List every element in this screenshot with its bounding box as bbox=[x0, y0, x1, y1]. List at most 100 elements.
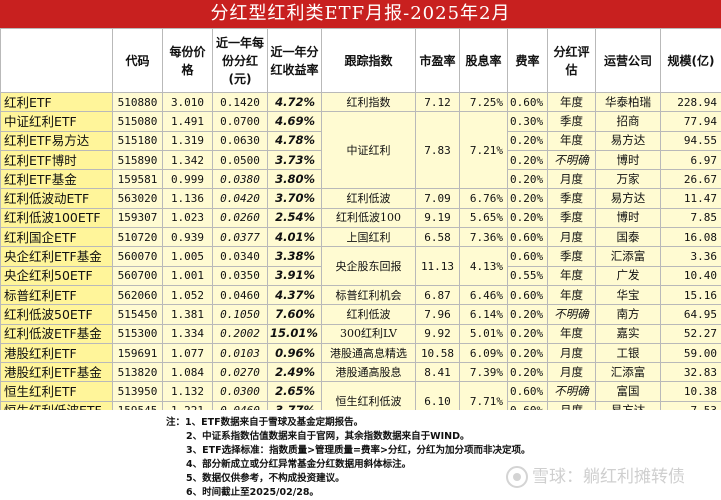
fund-code: 513950 bbox=[112, 381, 163, 402]
snowball-logo-icon bbox=[506, 466, 528, 488]
table-row: 红利ETF 510880 3.010 0.1420 4.72% 红利指数 7.12 7.25%… bbox=[0, 91, 721, 113]
dividend-eval: 月度 bbox=[547, 342, 596, 364]
annual-dividend: 0.0340 bbox=[212, 246, 268, 267]
annual-dividend: 0.0380 bbox=[212, 169, 268, 190]
fund-code: 159691 bbox=[112, 342, 163, 364]
header-cell: 费率 bbox=[507, 28, 548, 93]
fee-rate: 0.20% bbox=[507, 130, 548, 151]
dividend-rate: 7.39% bbox=[459, 362, 508, 383]
fund-scale: 15.16 bbox=[660, 284, 721, 306]
fee-rate: 0.30% bbox=[507, 111, 548, 132]
unit-price: 1.381 bbox=[162, 304, 213, 325]
fund-code: 515450 bbox=[112, 304, 163, 325]
fund-name: 红利低波50ETF bbox=[0, 304, 113, 325]
dividend-rate: 6.76% bbox=[459, 188, 508, 209]
dividend-eval: 不明确 bbox=[547, 381, 596, 402]
fund-scale: 16.08 bbox=[660, 227, 721, 248]
fund-name: 央企红利ETF基金 bbox=[0, 246, 113, 267]
tracking-index: 港股通高股息 bbox=[321, 362, 416, 383]
fund-company: 博时 bbox=[595, 207, 661, 229]
fund-code: 159307 bbox=[112, 207, 163, 229]
fee-rate: 0.20% bbox=[507, 304, 548, 325]
annual-dividend: 0.0630 bbox=[212, 130, 268, 151]
fund-scale: 52.27 bbox=[660, 323, 721, 344]
table-row: 中证红利ETF 515080 1.491 0.0700 4.69% 中证红利 7.83 7.2… bbox=[0, 111, 721, 190]
watermark-text: 雪球：躺红利摊转债 bbox=[532, 467, 685, 487]
unit-price: 1.132 bbox=[162, 381, 213, 402]
pe-ratio: 8.41 bbox=[415, 362, 460, 383]
dividend-eval: 季度 bbox=[547, 246, 596, 267]
fund-scale: 3.36 bbox=[660, 246, 721, 267]
dividend-eval: 年度 bbox=[547, 130, 596, 151]
annual-dividend: 0.2002 bbox=[212, 323, 268, 344]
dividend-yield: 4.72% bbox=[267, 91, 322, 113]
tracking-index: 红利低波 bbox=[321, 188, 416, 209]
fund-company: 易方达 bbox=[595, 188, 661, 209]
header-cell: 分红评估 bbox=[547, 28, 596, 93]
header-cell: 跟踪指数 bbox=[321, 28, 416, 93]
fund-code: 515300 bbox=[112, 323, 163, 344]
dividend-eval: 月度 bbox=[547, 169, 596, 190]
table-row: 恒生红利ETF 513950 1.132 0.0300 2.65% 恒生红利低波 6.10 7… bbox=[0, 381, 721, 422]
fund-scale: 228.94 bbox=[660, 91, 721, 113]
fund-company: 万家 bbox=[595, 169, 661, 190]
table-header: 代码 每份价格 近一年每份分红(元) 近一年分红收益率 跟踪指数 市盈率 股息率 费率 分红评估… bbox=[0, 28, 721, 93]
unit-price: 1.136 bbox=[162, 188, 213, 209]
fee-rate: 0.55% bbox=[507, 265, 548, 286]
fund-scale: 11.47 bbox=[660, 188, 721, 209]
dividend-eval: 年度 bbox=[547, 323, 596, 344]
fund-scale: 77.94 bbox=[660, 111, 721, 132]
dividend-yield: 3.70% bbox=[267, 188, 322, 209]
dividend-rate: 6.14% bbox=[459, 304, 508, 325]
fee-rate: 0.20% bbox=[507, 149, 548, 171]
dividend-eval: 季度 bbox=[547, 111, 596, 132]
fund-company: 富国 bbox=[595, 381, 661, 402]
table-row: 红利低波ETF基金 515300 1.334 0.2002 15.01% 300红利LV 9… bbox=[0, 323, 721, 344]
watermark: 雪球：躺红利摊转债 bbox=[506, 464, 716, 490]
fund-name: 央企红利50ETF bbox=[0, 265, 113, 286]
dividend-yield: 2.65% bbox=[267, 381, 322, 402]
header-cell: 近一年每份分红(元) bbox=[212, 28, 268, 93]
annual-dividend: 0.0103 bbox=[212, 342, 268, 364]
etf-table: 代码 每份价格 近一年每份分红(元) 近一年分红收益率 跟踪指数 市盈率 股息率 费率 分红评估… bbox=[0, 28, 721, 422]
dividend-yield: 3.80% bbox=[267, 169, 322, 190]
fund-name: 红利低波ETF基金 bbox=[0, 323, 113, 344]
header-cell: 市盈率 bbox=[415, 28, 460, 93]
dividend-eval: 年度 bbox=[547, 91, 596, 113]
tracking-index: 标普红利机会 bbox=[321, 284, 416, 306]
tracking-index: 红利指数 bbox=[321, 91, 416, 113]
dividend-yield: 2.49% bbox=[267, 362, 322, 383]
unit-price: 1.084 bbox=[162, 362, 213, 383]
dividend-rate: 6.09% bbox=[459, 342, 508, 364]
dividend-yield: 4.69% bbox=[267, 111, 322, 132]
dividend-yield: 4.01% bbox=[267, 227, 322, 248]
pe-ratio: 9.92 bbox=[415, 323, 460, 344]
fund-code: 515890 bbox=[112, 149, 163, 171]
unit-price: 0.939 bbox=[162, 227, 213, 248]
fund-company: 工银 bbox=[595, 342, 661, 364]
fund-code: 510880 bbox=[112, 91, 163, 113]
fund-company: 易方达 bbox=[595, 130, 661, 151]
annual-dividend: 0.1050 bbox=[212, 304, 268, 325]
pe-ratio: 7.09 bbox=[415, 188, 460, 209]
dividend-yield: 3.91% bbox=[267, 265, 322, 286]
table-body: 红利ETF 510880 3.010 0.1420 4.72% 红利指数 7.12 7.25%… bbox=[0, 91, 721, 422]
footnotes: 注：1、ETF数据来自于雪球及基金定期报告。 2、中证系指数估值数据来自于官网，… bbox=[0, 410, 721, 500]
fund-name: 红利国企ETF bbox=[0, 227, 113, 248]
fund-company: 华宝 bbox=[595, 284, 661, 306]
tracking-index: 300红利LV bbox=[321, 323, 416, 344]
fund-name: 红利ETF易方达 bbox=[0, 130, 113, 151]
fund-name: 港股红利ETF bbox=[0, 342, 113, 364]
report-title: 分红型红利类ETF月报-2025年2月 bbox=[0, 0, 721, 28]
fund-company: 嘉实 bbox=[595, 323, 661, 344]
fund-name: 恒生红利ETF bbox=[0, 381, 113, 402]
fund-code: 513820 bbox=[112, 362, 163, 383]
pe-ratio: 7.83 bbox=[415, 111, 460, 190]
dividend-yield: 2.54% bbox=[267, 207, 322, 229]
fee-rate: 0.60% bbox=[507, 381, 548, 402]
table-row: 红利ETF博时 515890 1.342 0.0500 3.73% 0.20% 不明确 博时 6… bbox=[0, 149, 721, 171]
fund-scale: 59.00 bbox=[660, 342, 721, 364]
table-row: 央企红利ETF基金 560070 1.005 0.0340 3.38% 央企股东回报 11.… bbox=[0, 246, 721, 286]
tracking-index: 港股通高息精选 bbox=[321, 342, 416, 364]
dividend-eval: 月度 bbox=[547, 362, 596, 383]
